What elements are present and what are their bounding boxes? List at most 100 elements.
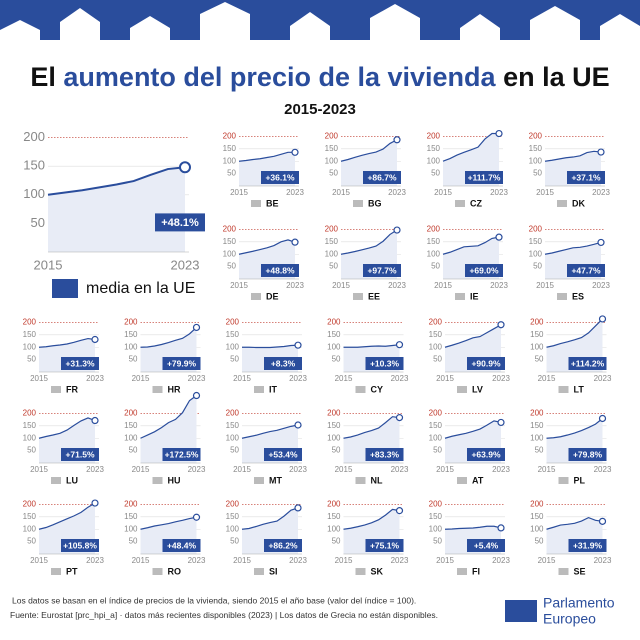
source-box: Fuente: Eurostat [prc_hpi_a] · datos más… — [10, 610, 438, 620]
flag — [254, 477, 264, 484]
end-point — [393, 136, 401, 144]
x-tick-label: 2023 — [391, 556, 409, 565]
x-tick-label: 2023 — [86, 374, 104, 383]
y-tick-label: 100 — [124, 433, 138, 442]
end-point — [291, 238, 299, 246]
y-tick-label: 50 — [332, 446, 341, 455]
y-tick-label: 200 — [530, 409, 544, 418]
y-tick-label: 200 — [427, 132, 441, 141]
y-tick-label: 200 — [223, 132, 237, 141]
annotation: +47.7% — [571, 265, 601, 275]
end-point — [598, 414, 607, 423]
x-tick-label: 2015 — [436, 374, 454, 383]
line — [38, 502, 96, 530]
x-tick-label: 2023 — [391, 374, 409, 383]
x-tick-label: 2023 — [289, 374, 307, 383]
country-label: CY — [371, 384, 384, 394]
annotation: +53.4% — [268, 449, 298, 459]
end-point — [597, 238, 605, 247]
flag — [455, 200, 465, 207]
x-tick-label: 2023 — [490, 188, 508, 197]
flag — [455, 293, 465, 300]
y-tick-label: 150 — [23, 421, 37, 430]
flag — [558, 386, 569, 393]
y-tick-label: 50 — [230, 537, 239, 546]
flag — [51, 568, 61, 575]
x-tick-label: 2015 — [538, 374, 556, 383]
annotation: +90.9% — [471, 358, 501, 368]
y-tick-label: 200 — [327, 500, 341, 509]
flag — [457, 568, 467, 575]
annotation-box — [264, 448, 302, 461]
annotation-box — [162, 357, 201, 370]
y-tick-label: 50 — [332, 355, 341, 364]
x-tick-label: 2023 — [171, 257, 200, 272]
annotation: +97.7% — [367, 265, 397, 275]
y-tick-label: 50 — [329, 262, 338, 271]
country-label: BE — [266, 198, 279, 208]
annotation-box — [467, 357, 505, 370]
x-tick-label: 2015 — [332, 188, 350, 197]
end-point — [497, 524, 505, 532]
flag — [51, 477, 61, 484]
annotation: +114.2% — [571, 358, 605, 368]
end-point — [495, 233, 503, 241]
y-tick-label: 50 — [329, 169, 338, 178]
x-tick-label: 2023 — [492, 556, 510, 565]
title-part: en la UE — [503, 62, 610, 92]
country-label: SE — [574, 566, 586, 576]
country-label: IE — [470, 291, 479, 301]
line — [544, 150, 602, 162]
line — [140, 327, 197, 348]
flag — [558, 477, 569, 484]
annotation-box — [568, 448, 607, 461]
source: Fuente: Eurostat [prc_hpi_a] · datos más… — [10, 610, 438, 620]
y-tick-label: 50 — [27, 446, 36, 455]
end-point — [395, 507, 404, 515]
x-tick-label: 2023 — [86, 556, 104, 565]
flag — [251, 200, 261, 207]
y-tick-label: 100 — [23, 186, 45, 201]
y-tick-label: 50 — [31, 215, 45, 230]
x-tick-label: 2023 — [388, 188, 406, 197]
y-tick-label: 100 — [530, 433, 544, 442]
end-point — [395, 414, 404, 422]
annotation: +79.8% — [573, 449, 603, 459]
y-tick-label: 50 — [332, 537, 341, 546]
x-tick-label: 2015 — [538, 556, 556, 565]
line — [444, 525, 502, 530]
country-label: ES — [572, 291, 584, 301]
y-tick-label: 100 — [529, 156, 543, 165]
y-tick-label: 100 — [226, 342, 240, 351]
y-tick-label: 100 — [124, 342, 138, 351]
y-tick-label: 50 — [27, 537, 36, 546]
end-point — [597, 148, 605, 156]
y-tick-label: 200 — [124, 500, 138, 509]
line — [140, 395, 197, 439]
annotation-box — [365, 357, 404, 370]
flag — [51, 386, 61, 393]
end-point — [294, 504, 302, 512]
line — [38, 337, 96, 348]
x-tick-label: 2015 — [233, 374, 251, 383]
title-highlight: aumento del precio de la vivienda — [63, 62, 496, 92]
y-tick-label: 200 — [124, 318, 138, 327]
y-tick-label: 150 — [226, 421, 240, 430]
y-tick-label: 150 — [429, 512, 443, 521]
y-tick-label: 100 — [530, 524, 544, 533]
legend-label: media en la UE — [86, 280, 195, 297]
line — [546, 418, 603, 439]
end-point — [393, 226, 401, 234]
y-tick-label: 200 — [124, 409, 138, 418]
y-tick-label: 50 — [433, 355, 442, 364]
end-point — [497, 418, 505, 427]
y-tick-label: 50 — [227, 262, 236, 271]
y-tick-label: 100 — [427, 249, 441, 258]
y-tick-label: 200 — [529, 132, 543, 141]
annotation-box — [465, 264, 503, 277]
flag — [355, 568, 366, 575]
x-tick-label: 2015 — [34, 257, 63, 272]
end-point — [294, 421, 302, 429]
y-tick-label: 150 — [429, 421, 443, 430]
